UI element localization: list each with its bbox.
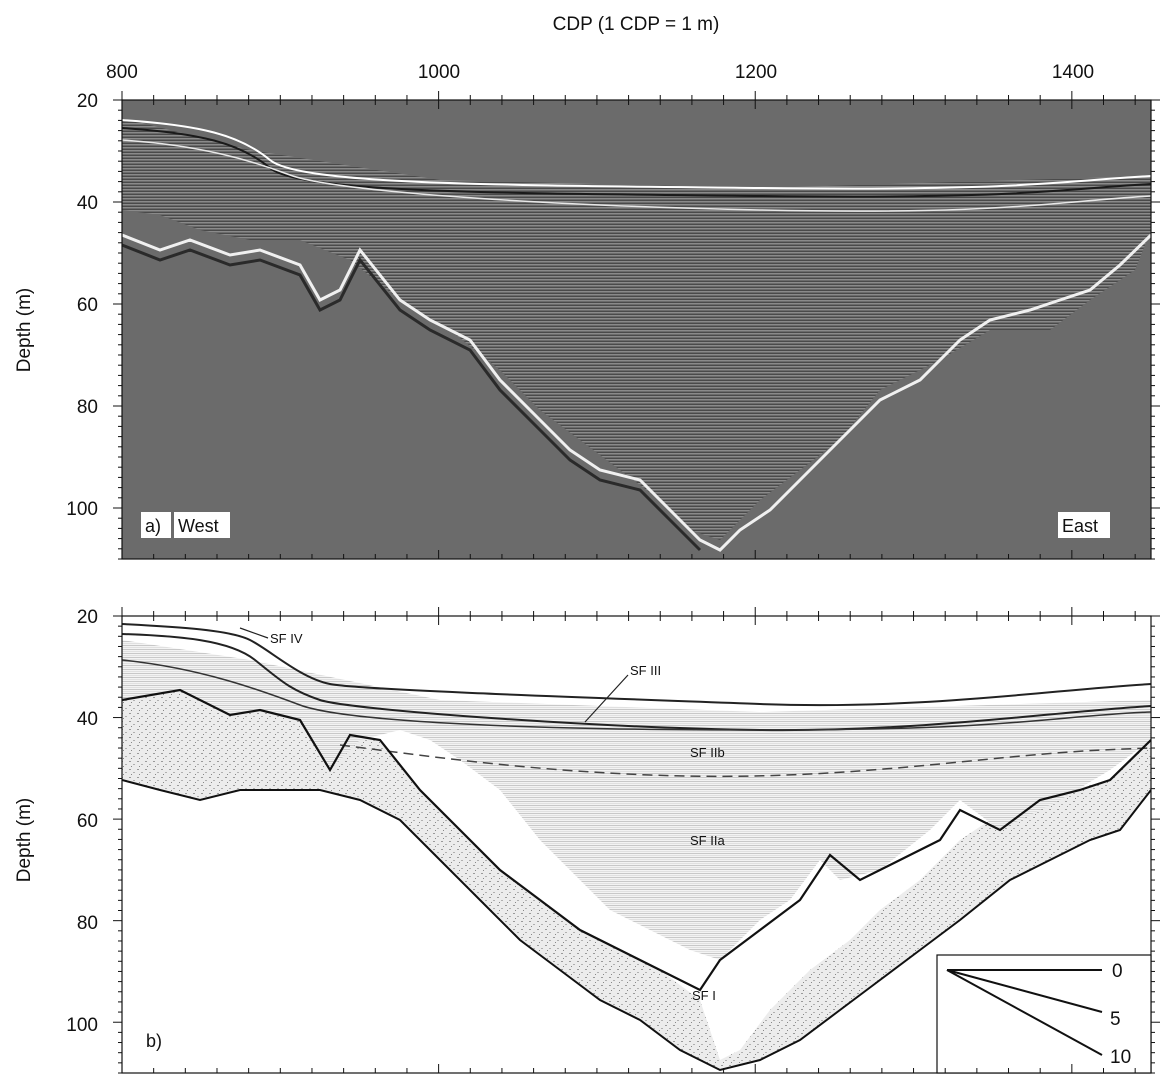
- sf-iv-label: SF IV: [270, 631, 303, 646]
- dip-label-5: 5: [1110, 1009, 1121, 1030]
- sf-iv-leader: [239, 627, 269, 639]
- y-tick-a-20: 20: [77, 91, 98, 112]
- panel-b-basin-fill: [122, 640, 1151, 960]
- y-tick-b-80: 80: [77, 913, 98, 934]
- panel-a-bedrock-shadow: [122, 243, 702, 552]
- panel-b-lower-speckle: [122, 690, 1151, 1070]
- panel-a-basin-reflectors: [122, 118, 1151, 540]
- panel-a-reflector-3: [122, 139, 1151, 212]
- dip-label-0: 0: [1112, 961, 1123, 982]
- panel-a-surface-reflector: [122, 119, 1151, 190]
- dip-line-10: [946, 969, 1103, 1056]
- y-tick-b-40: 40: [77, 709, 98, 730]
- y-tick-b-100: 100: [66, 1015, 98, 1036]
- x-axis-title: CDP (1 CDP = 1 m): [553, 14, 720, 35]
- sf-i-label: SF I: [692, 988, 716, 1003]
- panel-b: SF IV SF III SF IIb SF IIa SF I b) 0 5 1…: [121, 615, 1152, 1074]
- dip-legend: 0 5 10: [936, 954, 1152, 1074]
- sf-iii-lower-line: [122, 659, 1151, 731]
- dip-legend-box: [936, 954, 1152, 1074]
- x-tick-label-1000: 1000: [418, 62, 460, 83]
- sf-iib-dashed-line: [339, 744, 1151, 778]
- y-axis-title-a: Depth (m): [14, 288, 35, 372]
- sf-i-base-line: [122, 779, 1151, 1072]
- y-axis-title-b: Depth (m): [14, 798, 35, 882]
- panel-b-frame: [121, 615, 1152, 1074]
- dip-line-5: [946, 969, 1103, 1013]
- y-tick-a-40: 40: [77, 193, 98, 214]
- east-label: East: [1062, 516, 1098, 536]
- sf-iv-upper-line: [122, 623, 1151, 707]
- dip-label-10: 10: [1110, 1047, 1131, 1068]
- sf-iii-leader: [584, 674, 629, 723]
- x-tick-label-800: 800: [106, 62, 138, 83]
- west-label: West: [178, 516, 219, 536]
- x-tick-label-1200: 1200: [735, 62, 777, 83]
- panel-a-label: a): [145, 516, 161, 536]
- y-tick-a-60: 60: [77, 295, 98, 316]
- panel-b-label: b): [146, 1031, 162, 1051]
- panel-a-label-box: [141, 512, 171, 538]
- panel-a-bedrock-boundary: [122, 233, 1151, 552]
- sf-iv-lower-line: [122, 633, 1151, 732]
- y-tick-a-100: 100: [66, 499, 98, 520]
- west-label-box: [174, 512, 230, 538]
- sf-iii-label: SF III: [630, 663, 661, 678]
- x-tick-label-1400: 1400: [1052, 62, 1094, 83]
- y-tick-b-20: 20: [77, 607, 98, 628]
- panel-a-frame: [121, 99, 1152, 560]
- y-tick-b-60: 60: [77, 811, 98, 832]
- panel-a: a) West East: [121, 99, 1152, 560]
- y-tick-a-80: 80: [77, 397, 98, 418]
- east-label-box: [1058, 512, 1110, 538]
- sf-iib-label: SF IIb: [690, 745, 725, 760]
- sf-iia-base-line: [122, 688, 1151, 992]
- sf-iia-label: SF IIa: [690, 833, 725, 848]
- panel-a-reflector-2: [122, 127, 1151, 198]
- axis-ticks: [113, 91, 1160, 1074]
